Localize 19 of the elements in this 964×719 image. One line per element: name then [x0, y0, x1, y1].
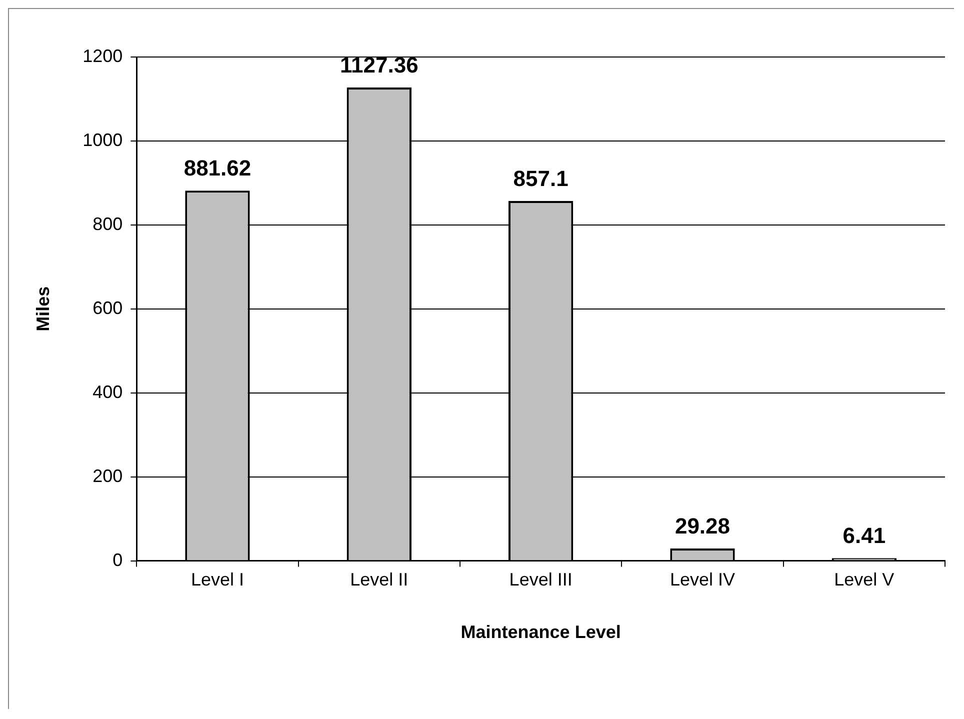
x-tick-label: Level II: [350, 570, 408, 590]
data-label: 1127.36: [340, 52, 418, 78]
y-tick-label: 400: [92, 382, 123, 402]
x-tick-label: Level V: [834, 570, 894, 590]
data-label: 6.41: [842, 523, 886, 548]
x-axis-title: Maintenance Level: [460, 622, 621, 642]
x-tick-label: Level IV: [670, 570, 736, 590]
y-tick-label: 1200: [82, 46, 123, 66]
data-label: 857.1: [513, 166, 568, 192]
y-tick-label: 600: [92, 298, 123, 318]
y-tick-label: 800: [92, 214, 123, 234]
y-tick-label: 1000: [82, 130, 123, 150]
x-tick-label: Level III: [509, 570, 572, 590]
y-tick-label: 0: [112, 550, 123, 570]
data-label: 29.28: [674, 514, 730, 539]
y-tick-label: 200: [92, 466, 123, 486]
data-label: 881.62: [184, 156, 252, 181]
x-tick-label: Level I: [190, 570, 244, 590]
y-axis-title: Miles: [32, 286, 53, 332]
